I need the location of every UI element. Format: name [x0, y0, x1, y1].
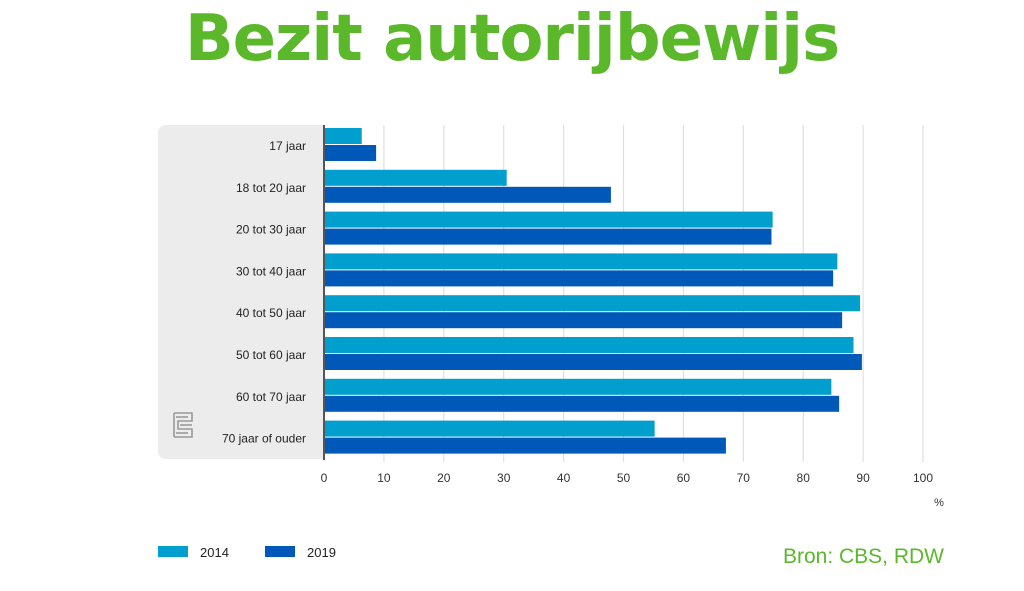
- bar-2014: [325, 128, 362, 144]
- bar-2019: [325, 186, 611, 203]
- bar-2014: [325, 211, 773, 228]
- legend-swatch-2014: [158, 546, 188, 557]
- bar-2014: [325, 295, 861, 312]
- x-axis-label: %: [934, 497, 944, 509]
- bar-2019: [325, 395, 840, 412]
- bar-2019: [325, 437, 726, 454]
- bar-2019: [325, 312, 843, 329]
- legend-label: 2019: [307, 545, 336, 560]
- legend-label: 2014: [200, 545, 229, 560]
- bar-2019: [325, 270, 834, 287]
- category-label: 20 tot 30 jaar: [236, 223, 306, 237]
- bar-2019: [325, 145, 377, 161]
- bar-2019: [325, 354, 862, 370]
- cbs-logo-icon: [173, 412, 193, 438]
- x-tick-label: 80: [797, 471, 811, 485]
- category-label: 70 jaar of ouder: [222, 432, 306, 446]
- x-tick-label: 70: [737, 471, 751, 485]
- x-tick-label: 0: [321, 471, 328, 485]
- bar-2014: [325, 169, 507, 186]
- x-tick-label: 60: [677, 471, 691, 485]
- bar-2014: [325, 378, 832, 395]
- x-tick-label: 90: [856, 471, 870, 485]
- legend-swatch-2019: [265, 546, 295, 557]
- category-label: 50 tot 60 jaar: [236, 348, 306, 362]
- bar-2014: [325, 337, 854, 353]
- x-tick-label: 30: [497, 471, 511, 485]
- x-tick-label: 10: [377, 471, 391, 485]
- bar-2019: [325, 228, 772, 245]
- x-tick-label: 50: [617, 471, 631, 485]
- category-label: 40 tot 50 jaar: [236, 306, 306, 320]
- category-label: 60 tot 70 jaar: [236, 390, 306, 404]
- category-label: 30 tot 40 jaar: [236, 264, 306, 278]
- x-tick-label: 20: [437, 471, 451, 485]
- bar-2014: [325, 420, 655, 437]
- bar-2014: [325, 253, 838, 270]
- x-tick-label: 100: [913, 471, 933, 485]
- category-label: 18 tot 20 jaar: [236, 181, 306, 195]
- page-title: Bezit autorijbewijs: [184, 2, 840, 76]
- category-panel: [158, 125, 324, 459]
- source-note: Bron: CBS, RDW: [782, 545, 944, 568]
- x-tick-label: 40: [557, 471, 571, 485]
- category-label: 17 jaar: [269, 139, 306, 153]
